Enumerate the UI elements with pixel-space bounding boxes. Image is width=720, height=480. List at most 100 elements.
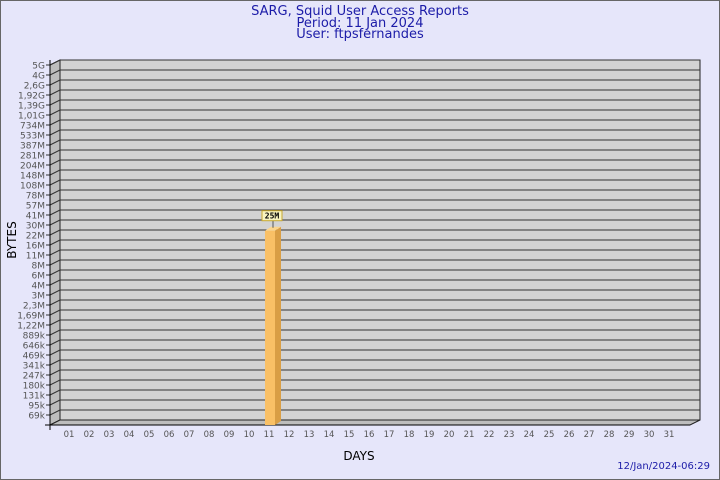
x-tick-label: 14 — [324, 430, 335, 440]
y-tick-label: 469k — [23, 352, 46, 362]
x-tick-label: 26 — [564, 430, 575, 440]
x-tick-label: 25 — [544, 430, 555, 440]
bar-top — [265, 226, 281, 231]
gridline-depth — [49, 209, 61, 216]
gridline-depth — [49, 159, 61, 166]
x-axis-title: DAYS — [343, 449, 374, 463]
y-tick-label: 57M — [26, 202, 45, 212]
x-tick-label: 05 — [144, 430, 155, 440]
y-tick-label: 95k — [28, 402, 45, 412]
gridline-depth — [49, 279, 61, 286]
y-tick-label: 2,6G — [24, 82, 45, 92]
y-tick-label: 2,3M — [23, 302, 45, 312]
x-tick-label: 06 — [164, 430, 175, 440]
timestamp: 12/Jan/2024-06:29 — [617, 461, 710, 472]
y-tick-label: 131k — [23, 392, 46, 402]
gridline-depth — [49, 319, 61, 326]
gridline-depth — [49, 359, 61, 366]
x-tick-label: 19 — [424, 430, 435, 440]
x-tick-label: 11 — [264, 430, 275, 440]
x-tick-label: 27 — [584, 430, 595, 440]
y-tick-label: 11M — [26, 252, 45, 262]
x-tick-label: 29 — [624, 430, 635, 440]
gridline-depth — [49, 69, 61, 76]
y-tick-label: 41M — [26, 212, 45, 222]
gridline-depth — [49, 379, 61, 386]
y-tick-label: 247k — [23, 372, 46, 382]
gridline-depth — [49, 369, 61, 376]
gridline-depth — [49, 89, 61, 96]
gridline-depth — [49, 269, 61, 276]
x-tick-label: 15 — [344, 430, 355, 440]
gridline-depth — [49, 389, 61, 396]
y-tick-label: 180k — [23, 382, 46, 392]
gridline-depth — [49, 299, 61, 306]
gridline-depth — [49, 179, 61, 186]
x-tick-label: 28 — [604, 430, 615, 440]
gridline-depth — [49, 239, 61, 246]
gridline-depth — [49, 139, 61, 146]
x-tick-label: 12 — [284, 430, 295, 440]
gridline-depth — [49, 249, 61, 256]
gridline-depth — [49, 259, 61, 266]
bar-value-label: 25M — [265, 212, 280, 221]
gridline-depth — [49, 349, 61, 356]
y-tick-label: 387M — [20, 142, 45, 152]
gridline-depth — [49, 119, 61, 126]
y-tick-label: 204M — [20, 162, 45, 172]
y-tick-label: 646k — [23, 342, 46, 352]
x-tick-label: 08 — [204, 430, 215, 440]
y-tick-label: 1,22M — [17, 322, 45, 332]
gridline-depth — [49, 129, 61, 136]
gridline-depth — [49, 99, 61, 106]
bar-label-box — [261, 210, 283, 222]
gridline-depth — [49, 309, 61, 316]
y-tick-label: 30M — [26, 222, 45, 232]
gridline-depth — [49, 329, 61, 336]
x-tick-label: 30 — [644, 430, 655, 440]
x-tick-label: 23 — [504, 430, 515, 440]
gridline-depth — [49, 229, 61, 236]
y-tick-label: 341k — [23, 362, 46, 372]
bar-side — [275, 226, 281, 425]
x-tick-label: 18 — [404, 430, 415, 440]
x-tick-label: 02 — [84, 430, 95, 440]
y-tick-label: 734M — [20, 122, 45, 132]
bar — [265, 230, 275, 425]
x-tick-label: 04 — [124, 430, 135, 440]
x-tick-label: 03 — [104, 430, 115, 440]
x-tick-label: 22 — [484, 430, 495, 440]
y-axis-title: BYTES — [5, 221, 19, 258]
y-tick-label: 16M — [26, 242, 45, 252]
y-tick-label: 6M — [32, 272, 46, 282]
y-tick-label: 108M — [20, 182, 45, 192]
y-tick-label: 4G — [32, 72, 45, 82]
gridline-depth — [49, 189, 61, 196]
y-tick-label: 1,01G — [18, 112, 45, 122]
gridline-depth — [49, 169, 61, 176]
x-tick-label: 31 — [664, 430, 675, 440]
y-tick-label: 3M — [32, 292, 46, 302]
y-tick-label: 8M — [32, 262, 46, 272]
y-tick-label: 1,69M — [17, 312, 45, 322]
gridline-depth — [49, 289, 61, 296]
x-tick-label: 24 — [524, 430, 535, 440]
x-tick-label: 21 — [464, 430, 475, 440]
gridline-depth — [49, 409, 61, 416]
y-tick-label: 1,92G — [18, 92, 45, 102]
x-tick-label: 07 — [184, 430, 195, 440]
gridline-depth — [49, 199, 61, 206]
chart-period: Period: 11 Jan 2024 — [296, 16, 424, 31]
gridline-depth — [49, 59, 61, 66]
chart-user: User: ftpsfernandes — [296, 27, 424, 42]
y-tick-label: 22M — [26, 232, 45, 242]
y-tick-label: 148M — [20, 172, 45, 182]
x-tick-label: 13 — [304, 430, 315, 440]
x-tick-label: 09 — [224, 430, 235, 440]
x-tick-label: 20 — [444, 430, 455, 440]
y-tick-label: 4M — [32, 282, 46, 292]
y-tick-label: 281M — [20, 152, 45, 162]
gridline-depth — [49, 399, 61, 406]
gridline-depth — [49, 339, 61, 346]
